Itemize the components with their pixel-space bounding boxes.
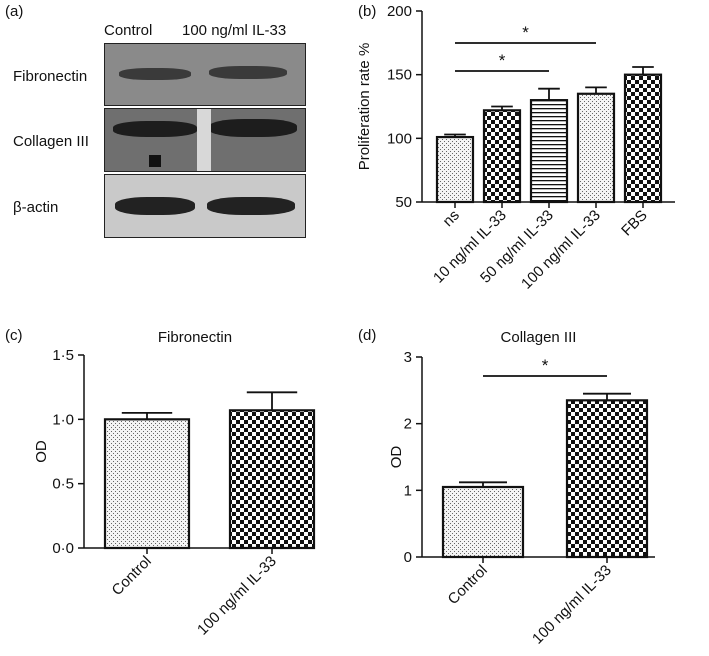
y-tick-label: 1·0 bbox=[52, 411, 74, 428]
y-tick-label: 150 bbox=[387, 67, 412, 84]
blot-band bbox=[115, 197, 195, 215]
chart-title: Collagen III bbox=[501, 329, 577, 346]
y-tick-label: 0·5 bbox=[52, 476, 74, 493]
x-tick-label: Control bbox=[445, 562, 491, 608]
y-tick-label: 100 bbox=[387, 130, 412, 147]
blot-column-control: Control bbox=[104, 22, 153, 39]
bar bbox=[623, 73, 663, 204]
x-tick-label: FBS bbox=[618, 207, 651, 240]
bar bbox=[529, 99, 569, 204]
significance-star: * bbox=[522, 23, 529, 42]
panel-label-c: (c) bbox=[5, 327, 23, 344]
x-tick-label: ns bbox=[440, 207, 463, 230]
blot-column-il33: 100 ng/ml IL-33 bbox=[182, 22, 287, 39]
bar bbox=[435, 135, 475, 204]
x-tick-label: 100 ng/ml IL-33 bbox=[194, 553, 280, 639]
blot-image-collagen bbox=[104, 108, 306, 172]
bar bbox=[482, 109, 522, 204]
chart-title: Fibronectin bbox=[158, 329, 232, 346]
y-tick-label: 3 bbox=[404, 349, 412, 366]
y-tick-label: 0·0 bbox=[52, 540, 74, 557]
significance-star: * bbox=[499, 51, 506, 70]
blot-band bbox=[113, 121, 197, 137]
bar bbox=[441, 485, 525, 559]
panel-label-b: (b) bbox=[358, 3, 377, 20]
significance-star: * bbox=[542, 356, 549, 375]
blot-band bbox=[209, 66, 287, 79]
bar bbox=[103, 418, 191, 550]
y-tick-label: 0 bbox=[404, 549, 412, 566]
chart-collagen: 0 1 2 3 OD Collagen III Control 100 ng/ml IL-33… bbox=[388, 329, 655, 648]
panel-label-a: (a) bbox=[5, 3, 24, 20]
blot-image-fibronectin bbox=[104, 43, 306, 106]
blot-band bbox=[119, 68, 191, 80]
y-axis-label: OD bbox=[33, 440, 50, 463]
bar bbox=[228, 409, 316, 550]
blot-row-fibronectin: Fibronectin bbox=[13, 68, 88, 85]
y-axis-label: OD bbox=[388, 446, 405, 469]
x-tick-label: Control bbox=[109, 553, 155, 599]
x-tick-label: 100 ng/ml IL-33 bbox=[529, 562, 615, 648]
blot-row-collagen: Collagen III bbox=[13, 133, 89, 150]
panel-a-western-blot: (a) Control 100 ng/ml IL-33 Fibronectin … bbox=[0, 0, 330, 250]
y-tick-label: 1 bbox=[404, 482, 412, 499]
blot-row-actin: β-actin bbox=[13, 199, 59, 216]
y-axis-label: Proliferation rate % bbox=[356, 43, 373, 171]
bar bbox=[565, 399, 649, 559]
blot-image-actin bbox=[104, 174, 306, 238]
y-tick-label: 200 bbox=[387, 3, 412, 20]
y-tick-label: 2 bbox=[404, 416, 412, 433]
panel-label-d: (d) bbox=[358, 327, 377, 344]
bar bbox=[576, 92, 616, 204]
y-tick-label: 1·5 bbox=[52, 347, 74, 364]
blot-band bbox=[209, 119, 297, 137]
blot-band bbox=[207, 197, 295, 215]
blot-band bbox=[149, 155, 161, 167]
y-tick-label: 50 bbox=[395, 194, 412, 211]
blot-band bbox=[197, 109, 211, 171]
chart-fibronectin: 0·0 0·5 1·0 1·5 OD Fibronectin Control 100 ng/m… bbox=[33, 329, 316, 639]
